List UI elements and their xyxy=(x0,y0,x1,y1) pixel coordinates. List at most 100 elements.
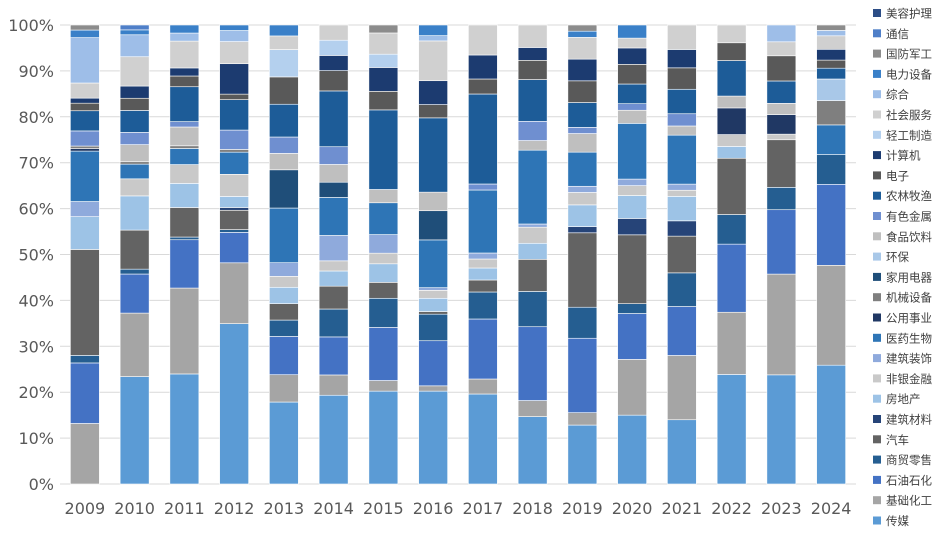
bar-segment xyxy=(567,37,598,60)
bar-segment xyxy=(418,35,448,42)
legend-label: 机械设备 xyxy=(886,291,932,305)
legend-label: 综合 xyxy=(886,88,909,102)
bar-segment xyxy=(169,145,200,149)
bar-segment xyxy=(766,55,797,82)
legend-swatch xyxy=(873,151,881,160)
legend-label: 建筑装饰 xyxy=(886,352,932,366)
bar-segment xyxy=(468,318,498,380)
bar-segment xyxy=(667,113,697,127)
bar-segment xyxy=(119,132,150,145)
legend-item: 家用电器 xyxy=(873,270,932,284)
bar-segment xyxy=(468,78,498,95)
bar-segment xyxy=(70,130,100,147)
bar-segment xyxy=(517,47,548,61)
bar-segment xyxy=(667,306,697,356)
bar-segment xyxy=(517,259,548,292)
bar-segment xyxy=(368,91,399,111)
x-tick-label: 2017 xyxy=(463,499,504,518)
legend-swatch xyxy=(873,455,881,464)
legend-item: 社会服务 xyxy=(873,108,932,122)
x-tick-label: 2015 xyxy=(363,499,404,518)
legend-swatch xyxy=(873,90,881,99)
bar-segment xyxy=(368,24,399,34)
bar-segment xyxy=(318,55,349,71)
y-tick-label: 60% xyxy=(18,200,54,219)
bar-segment xyxy=(368,189,399,204)
bar-segment xyxy=(567,192,598,206)
bar-segment xyxy=(119,110,150,133)
bar-segment xyxy=(418,210,448,241)
legend-swatch xyxy=(873,333,881,342)
bar-stack-2020 xyxy=(617,24,647,485)
bar-segment xyxy=(667,189,697,197)
x-tick-label: 2011 xyxy=(164,499,205,518)
bar-segment xyxy=(169,121,200,128)
bar-segment xyxy=(169,86,200,122)
legend-swatch xyxy=(873,212,881,220)
legend-swatch xyxy=(873,191,881,200)
legend-item: 公用事业 xyxy=(873,311,932,325)
bar-segment xyxy=(617,359,647,416)
legend-item: 建筑材料 xyxy=(873,413,932,427)
bar-segment xyxy=(269,276,299,288)
bar-segment xyxy=(468,258,498,269)
legend-label: 电子 xyxy=(886,169,909,183)
bar-segment xyxy=(816,35,846,50)
legend-item: 环保 xyxy=(873,250,909,264)
bar-segment xyxy=(766,103,797,115)
bar-segment xyxy=(70,216,100,250)
legend-item: 商贸零售 xyxy=(873,453,932,467)
bar-segment xyxy=(716,157,747,215)
legend-swatch xyxy=(873,272,881,281)
bar-segment xyxy=(816,59,846,69)
bar-segment xyxy=(617,64,647,85)
bar-segment xyxy=(219,99,249,131)
legend-label: 石油石化 xyxy=(886,473,932,487)
bar-segment xyxy=(517,326,548,401)
bar-segment xyxy=(667,49,697,69)
bar-segment xyxy=(70,249,100,356)
legend-item: 汽车 xyxy=(873,433,909,447)
bar-segment xyxy=(269,303,299,321)
bar-segment xyxy=(418,287,448,291)
bar-segment xyxy=(119,34,150,58)
bar-segment xyxy=(318,181,349,198)
y-tick-label: 100% xyxy=(8,16,54,35)
bar-segment xyxy=(269,262,299,277)
bar-segment xyxy=(219,174,249,197)
bar-segment xyxy=(567,102,598,128)
bar-segment xyxy=(269,374,299,403)
bar-segment xyxy=(667,67,697,90)
x-tick-label: 2018 xyxy=(512,499,553,518)
bar-segment xyxy=(418,340,448,387)
legend-label: 家用电器 xyxy=(886,270,932,284)
bar-segment xyxy=(70,97,100,104)
y-tick-label: 40% xyxy=(18,291,54,310)
bar-segment xyxy=(567,127,598,134)
bar-segment xyxy=(716,42,747,61)
bar-segment xyxy=(567,232,598,308)
bar-segment xyxy=(468,279,498,293)
legend-label: 通信 xyxy=(886,27,909,41)
bar-segment xyxy=(617,218,647,236)
bar-segment xyxy=(219,151,249,175)
bar-segment xyxy=(119,178,150,197)
bar-segment xyxy=(219,262,249,324)
x-axis-tick-labels: 2009 2010 2011 2012 2013 2014 2015 2016 2017 2018… xyxy=(65,499,852,518)
bar-stack-2009 xyxy=(70,24,100,485)
bar-segment xyxy=(70,82,100,99)
legend-label: 农林牧渔 xyxy=(886,189,932,203)
bar-segment xyxy=(517,226,548,244)
legend-label: 食品饮料 xyxy=(886,230,932,244)
bar-segment xyxy=(567,226,598,234)
bar-segment xyxy=(169,207,200,238)
legend-swatch xyxy=(873,49,881,58)
bar-segment xyxy=(617,185,647,196)
x-tick-label: 2022 xyxy=(711,499,752,518)
bar-segment xyxy=(716,214,747,245)
bar-segment xyxy=(716,107,747,135)
bar-segment xyxy=(368,282,399,299)
bar-segment xyxy=(667,355,697,421)
